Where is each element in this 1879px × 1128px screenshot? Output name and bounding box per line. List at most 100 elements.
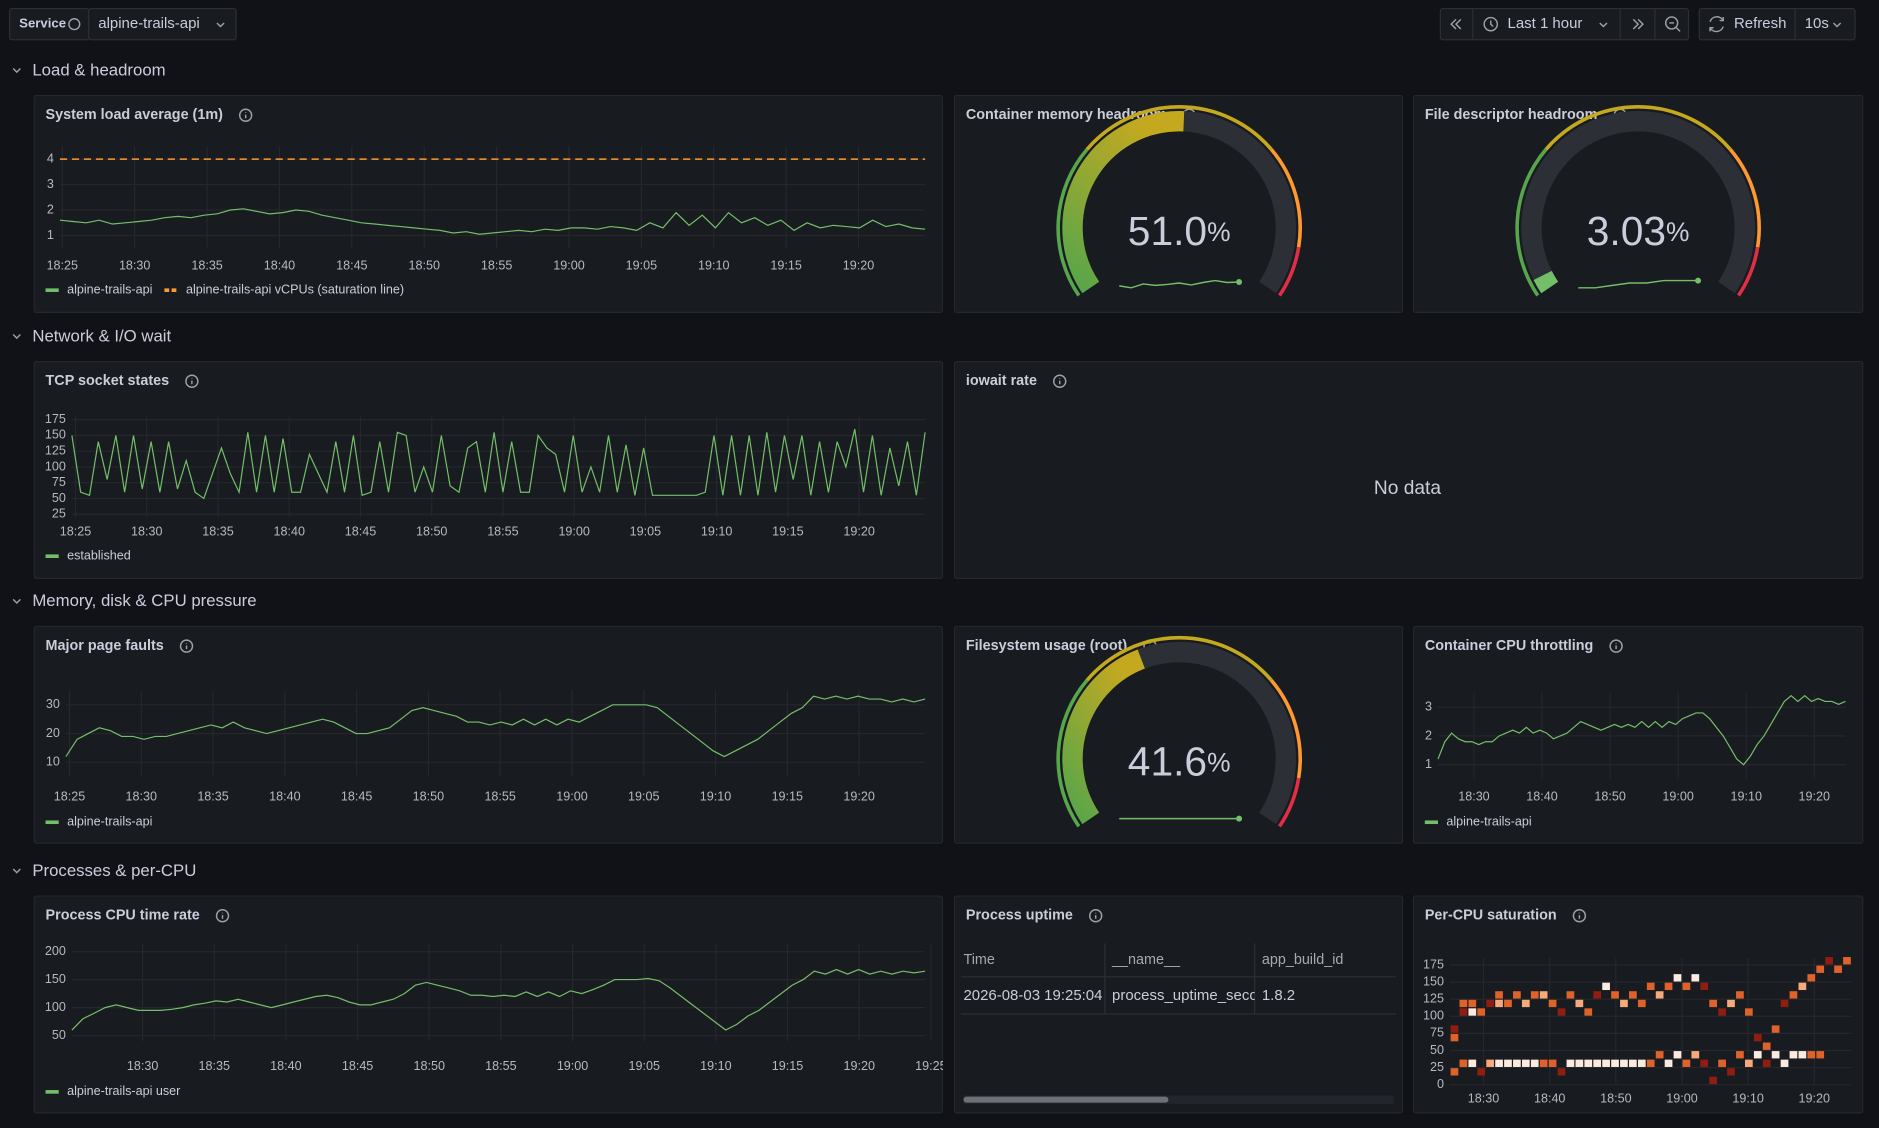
heatmap-cell: [1450, 1025, 1459, 1033]
x-tick-label: 19:10: [701, 525, 732, 539]
legend-swatch[interactable]: [45, 288, 59, 292]
legend-swatch[interactable]: [45, 1090, 59, 1094]
heatmap-cell: [1557, 1068, 1566, 1076]
y-tick-label: 50: [52, 491, 66, 505]
row-chevron[interactable]: [12, 67, 21, 74]
y-tick-label: 175: [1423, 957, 1444, 971]
chevron[interactable]: [216, 22, 225, 28]
row-title[interactable]: Processes & per-CPU: [32, 861, 196, 880]
heatmap-cell: [1629, 991, 1637, 999]
column-header[interactable]: Time: [963, 952, 994, 968]
heatmap-cell: [1843, 957, 1851, 965]
row-title[interactable]: Load & headroom: [32, 60, 165, 79]
x-tick-label: 18:50: [1594, 789, 1625, 803]
heatmap-cell: [1834, 965, 1842, 973]
chevron[interactable]: [1832, 22, 1842, 28]
service-value[interactable]: alpine-trails-api: [98, 15, 200, 32]
heatmap-cell: [1477, 1008, 1486, 1016]
panel-title[interactable]: Process uptime: [966, 908, 1073, 924]
shift-back[interactable]: [1450, 18, 1462, 30]
refresh-icon[interactable]: [1709, 16, 1724, 33]
panel-title[interactable]: Major page faults: [46, 638, 164, 654]
scrollbar[interactable]: [963, 1096, 1169, 1103]
refresh-button[interactable]: Refresh: [1734, 15, 1786, 32]
heatmap-cell: [1513, 1059, 1521, 1067]
heatmap-cell: [1655, 1051, 1664, 1059]
panel-title[interactable]: Filesystem usage (root): [966, 638, 1128, 654]
table-cell: 1.8.2: [1262, 987, 1295, 1004]
y-tick-label: 1: [47, 228, 54, 242]
shift-forward[interactable]: [1632, 18, 1644, 30]
threshold-ring: [1056, 679, 1089, 828]
line-series: [65, 695, 926, 758]
info-icon[interactable]: [215, 909, 230, 923]
y-tick-label: 125: [1423, 992, 1444, 1006]
info-icon[interactable]: [1053, 374, 1067, 388]
y-tick-label: 175: [45, 412, 66, 426]
line-series: [59, 208, 926, 235]
x-tick-label: 18:55: [481, 259, 512, 273]
heatmap-cell: [1807, 974, 1816, 982]
panel-title[interactable]: iowait rate: [966, 373, 1037, 389]
heatmap-cell: [1673, 974, 1682, 982]
panel-title[interactable]: File descriptor headroom: [1425, 107, 1598, 123]
heatmap-cell: [1673, 1051, 1682, 1059]
heatmap-cell: [1664, 1059, 1673, 1067]
row-title[interactable]: Memory, disk & CPU pressure: [32, 591, 256, 610]
column-header[interactable]: __name__: [1111, 952, 1181, 968]
clock-icon[interactable]: [1483, 16, 1499, 32]
gauge-label: 41.6%: [1128, 738, 1231, 784]
y-tick-label: 150: [45, 428, 66, 442]
info-icon[interactable]: [1572, 909, 1587, 923]
heatmap-cell: [1637, 1059, 1646, 1067]
info-icon[interactable]: [1609, 639, 1623, 653]
heatmap-cell: [1825, 957, 1833, 965]
threshold-ring: [1544, 105, 1732, 151]
zoom-out[interactable]: [1664, 16, 1679, 30]
info-icon[interactable]: [185, 374, 199, 388]
row-chevron[interactable]: [12, 598, 21, 604]
info-icon[interactable]: [179, 639, 194, 653]
legend-label[interactable]: alpine-trails-api: [67, 283, 152, 297]
time-range[interactable]: Last 1 hour: [1508, 15, 1583, 32]
heatmap-cell: [1655, 991, 1664, 999]
panel-title[interactable]: Per-CPU saturation: [1425, 908, 1557, 924]
legend-label[interactable]: alpine-trails-api: [67, 815, 152, 829]
legend-label[interactable]: established: [67, 549, 131, 563]
service-label: Service: [19, 16, 66, 31]
heatmap-cell: [1620, 1059, 1628, 1067]
time-picker: [1439, 7, 1690, 41]
panel-title[interactable]: TCP socket states: [46, 373, 170, 389]
panel-title[interactable]: Process CPU time rate: [46, 908, 200, 924]
row-chevron[interactable]: [12, 868, 21, 874]
x-tick-label: 18:25: [60, 525, 91, 539]
panel-title[interactable]: System load average (1m): [46, 107, 224, 123]
legend-label[interactable]: alpine-trails-api user: [67, 1084, 180, 1098]
gauge-label: 51.0%: [1128, 208, 1231, 254]
info-icon[interactable]: [238, 108, 253, 122]
heatmap-cell: [1620, 999, 1628, 1008]
refresh-interval[interactable]: 10s: [1805, 15, 1829, 32]
legend-swatch[interactable]: [45, 820, 59, 825]
x-tick-label: 19:10: [700, 1059, 731, 1073]
info-icon[interactable]: [68, 18, 81, 31]
legend-swatch[interactable]: [1424, 820, 1439, 825]
x-tick-label: 19:20: [843, 789, 874, 803]
row-title[interactable]: Network & I/O wait: [32, 326, 171, 345]
chevron[interactable]: [1599, 22, 1608, 28]
legend-label[interactable]: alpine-trails-api vCPUs (saturation line…: [186, 283, 404, 297]
column-header[interactable]: app_build_id: [1262, 952, 1344, 968]
row-chevron[interactable]: [12, 334, 21, 340]
heatmap-cell: [1700, 1059, 1709, 1067]
heatmap-cell: [1816, 965, 1825, 973]
heatmap-cell: [1593, 1059, 1602, 1067]
service-dropdown[interactable]: [88, 7, 237, 41]
legend-label[interactable]: alpine-trails-api: [1446, 815, 1531, 829]
info-icon[interactable]: [1088, 909, 1103, 923]
panel-title[interactable]: Container memory headroom: [966, 107, 1167, 123]
panel-title[interactable]: Container CPU throttling: [1425, 638, 1594, 654]
heatmap-cell: [1807, 1051, 1816, 1059]
y-tick-label: 3: [47, 177, 54, 191]
legend-swatch[interactable]: [45, 554, 59, 559]
y-tick-label: 150: [1423, 974, 1444, 988]
